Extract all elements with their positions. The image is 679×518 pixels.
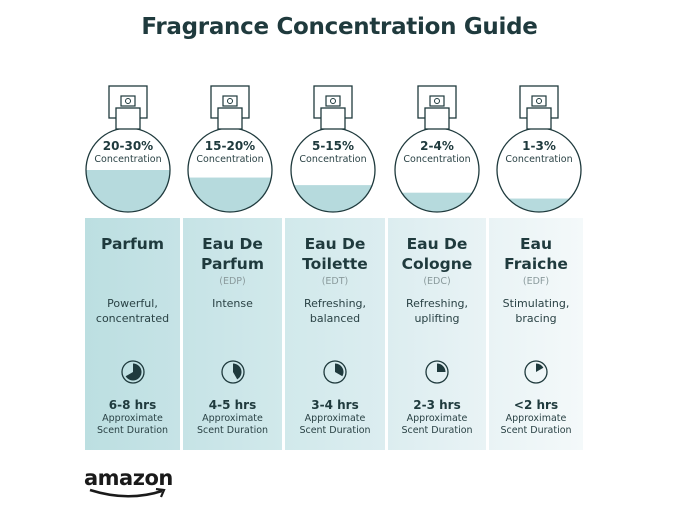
fragrance-abbreviation: (EDC) [423, 276, 451, 287]
duration-value: 2-3 hrs [413, 398, 461, 412]
duration-value: 3-4 hrs [311, 398, 359, 412]
bottle-row: 20-30%Concentration15-20%Concentration5-… [85, 85, 582, 213]
concentration-label: Concentration [505, 154, 572, 165]
fragrance-name: Eau De Cologne (EDC) [388, 234, 486, 290]
bottle-neck [115, 107, 141, 130]
fragrance-column: Eau De Cologne (EDC) Refreshing, uplifti… [388, 218, 486, 450]
fragrance-description: Intense [212, 297, 253, 310]
liquid-level [497, 198, 581, 212]
bottle-neck [526, 107, 552, 130]
fragrance-description: Stimulating, bracing [502, 297, 570, 325]
bottle: 1-3%Concentration [496, 85, 582, 213]
bottle: 2-4%Concentration [394, 85, 480, 213]
bottle-neck [424, 107, 450, 130]
fragrance-abbreviation: (EDF) [522, 276, 550, 287]
duration-label: Approximate Scent Duration [96, 413, 169, 436]
bottle-neck [217, 107, 243, 130]
fragrance-column: Eau De Parfum (EDP) Intense 4-5 hrs Appr… [183, 218, 282, 450]
clock-icon [220, 360, 245, 384]
duration-label: Approximate Scent Duration [196, 413, 269, 436]
fragrance-name: Eau De Toilette (EDT) [285, 234, 385, 290]
fragrance-description: Refreshing, uplifting [405, 297, 469, 325]
clock-icon [524, 360, 548, 384]
page-title: Fragrance Concentration Guide [141, 14, 538, 40]
fragrance-column: Eau De Toilette (EDT) Refreshing, balanc… [285, 218, 385, 450]
clock-icon [425, 360, 449, 384]
amazon-smile-icon [89, 488, 166, 498]
clock-icon [120, 360, 145, 384]
duration-value: 4-5 hrs [208, 398, 257, 412]
duration-label: Approximate Scent Duration [299, 413, 371, 436]
duration-value: <2 hrs [513, 398, 559, 412]
bottle: 20-30%Concentration [85, 85, 171, 213]
bottle: 5-15%Concentration [290, 85, 376, 213]
bottle: 15-20%Concentration [187, 85, 273, 213]
concentration-value: 2-4% [420, 139, 454, 153]
fragrance-abbreviation: (EDP) [219, 276, 246, 287]
concentration-value: 15-20% [205, 139, 255, 153]
liquid-level [395, 192, 479, 212]
duration-value: 6-8 hrs [108, 398, 157, 412]
duration-label: Approximate Scent Duration [401, 413, 473, 436]
concentration-label: Concentration [403, 154, 470, 165]
fragrance-description: Refreshing, balanced [303, 297, 367, 325]
fragrance-description: Powerful, concentrated [95, 297, 170, 325]
clock-icon [323, 360, 347, 384]
concentration-label: Concentration [299, 154, 366, 165]
liquid-level [291, 185, 375, 212]
concentration-value: 5-15% [312, 139, 354, 153]
concentration-label: Concentration [94, 154, 161, 165]
concentration-value: 20-30% [103, 139, 153, 153]
duration-label: Approximate Scent Duration [500, 413, 572, 436]
liquid-level [86, 170, 170, 212]
fragrance-column: Eau Fraiche (EDF) Stimulating, bracing <… [489, 218, 583, 450]
fragrance-name: Eau De Parfum (EDP) [183, 234, 282, 290]
concentration-value: 1-3% [522, 139, 556, 153]
fragrance-column: Parfum Powerful, concentrated 6-8 hrs Ap… [85, 218, 180, 450]
fragrance-name: Eau Fraiche (EDF) [489, 234, 583, 290]
fragrance-name: Parfum [101, 235, 164, 253]
fragrance-abbreviation: (EDT) [321, 276, 349, 287]
bottle-neck [320, 107, 346, 130]
amazon-logo: amazon [84, 466, 173, 498]
concentration-label: Concentration [196, 154, 263, 165]
